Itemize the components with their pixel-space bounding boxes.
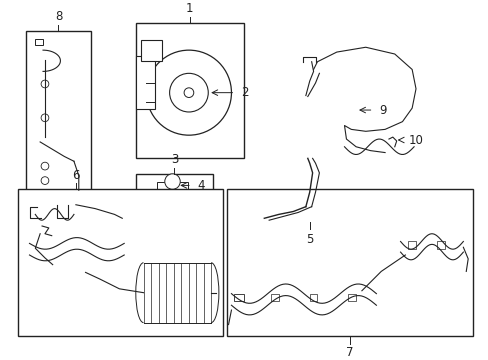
Bar: [234, 294, 244, 301]
Circle shape: [146, 50, 231, 135]
Bar: [25, 31, 91, 270]
Bar: [226, 189, 472, 336]
Circle shape: [41, 177, 49, 184]
Bar: [436, 242, 444, 249]
Text: 4: 4: [197, 179, 205, 192]
Bar: [153, 195, 191, 245]
Text: 3: 3: [170, 153, 178, 166]
Text: 10: 10: [407, 134, 422, 147]
Text: 1: 1: [186, 3, 193, 15]
Circle shape: [41, 114, 49, 122]
Text: 2: 2: [241, 86, 248, 99]
Circle shape: [41, 162, 49, 170]
Text: 7: 7: [346, 346, 353, 359]
Circle shape: [164, 174, 180, 189]
Bar: [157, 181, 187, 195]
Bar: [407, 242, 415, 249]
Bar: [347, 294, 355, 301]
Bar: [141, 40, 162, 61]
Bar: [136, 23, 244, 158]
Circle shape: [166, 239, 178, 251]
Bar: [136, 56, 155, 109]
Text: 8: 8: [55, 10, 62, 23]
Bar: [18, 189, 223, 336]
Bar: [136, 174, 213, 278]
Text: 9: 9: [379, 104, 386, 117]
Circle shape: [169, 73, 208, 112]
Bar: [270, 294, 278, 301]
Text: 6: 6: [72, 168, 80, 181]
Text: 5: 5: [305, 233, 313, 246]
Circle shape: [41, 80, 49, 88]
Circle shape: [183, 88, 193, 98]
Bar: [309, 294, 317, 301]
Bar: [35, 39, 43, 45]
